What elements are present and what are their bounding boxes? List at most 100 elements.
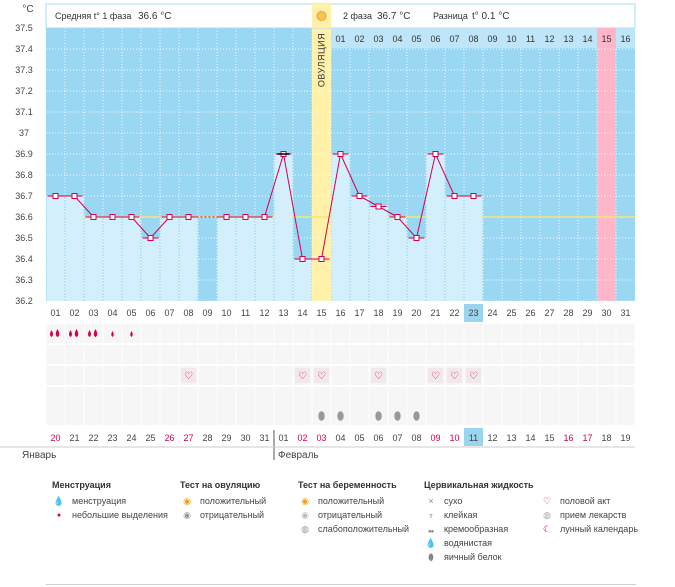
legend-ovulation-item: положительный bbox=[200, 496, 267, 506]
legend-other-item: половой акт bbox=[560, 496, 611, 506]
y-tick-label: 37.3 bbox=[15, 65, 33, 75]
pregnancy-weak-icon: ◍ bbox=[301, 523, 309, 534]
cycle-day-number: 02 bbox=[69, 308, 79, 318]
phase2-value: 36.7 °C bbox=[377, 11, 410, 22]
cycle-day-number: 24 bbox=[487, 308, 497, 318]
temperature-point bbox=[261, 214, 268, 220]
phase2-number-row bbox=[331, 28, 635, 48]
symptom-row bbox=[46, 366, 635, 385]
positive-test-icon: ◉ bbox=[183, 495, 191, 506]
temperature-bar bbox=[445, 196, 464, 301]
temperature-point bbox=[90, 214, 97, 220]
calendar-date: 29 bbox=[221, 433, 231, 443]
cycle-day-number: 09 bbox=[202, 308, 212, 318]
legend-cervical-title: Цервикальная жидкость bbox=[424, 480, 534, 490]
symptom-row bbox=[46, 387, 635, 406]
temperature-bar bbox=[331, 154, 350, 301]
bottom-divider bbox=[46, 584, 636, 585]
cycle-day-number: 03 bbox=[88, 308, 98, 318]
calendar-date: 14 bbox=[525, 433, 535, 443]
legend-ovulation-item: отрицательный bbox=[200, 510, 265, 520]
calendar-date: 07 bbox=[392, 433, 402, 443]
phase2-day-number: 14 bbox=[582, 34, 592, 44]
phase2-day-number: 09 bbox=[487, 34, 497, 44]
heart-icon: ♡ bbox=[184, 371, 193, 382]
highlight-day-band bbox=[597, 28, 616, 301]
symptom-row bbox=[46, 324, 635, 343]
legend-other-item: лунный календарь bbox=[560, 524, 639, 534]
temperature-point bbox=[337, 151, 344, 157]
phase2-day-number: 05 bbox=[411, 34, 421, 44]
cycle-day-number: 16 bbox=[335, 308, 345, 318]
calendar-date: 08 bbox=[411, 433, 421, 443]
legend-pregnancy-test-title: Тест на беременность bbox=[298, 480, 397, 490]
legend-menstruation: Менструация 💧 менструация ● небольшие выде… bbox=[52, 480, 168, 522]
sticky-icon: ⲧ bbox=[429, 509, 433, 520]
phase2-day-number: 02 bbox=[354, 34, 364, 44]
cycle-day-number: 19 bbox=[392, 308, 402, 318]
cycle-day-number: 12 bbox=[259, 308, 269, 318]
small-drop-icon: ● bbox=[56, 511, 62, 519]
cycle-day-number: 04 bbox=[107, 308, 117, 318]
temperature-bar bbox=[407, 238, 426, 301]
temperature-point bbox=[223, 214, 230, 220]
y-tick-label: 36.9 bbox=[15, 149, 33, 159]
calendar-date: 11 bbox=[469, 433, 478, 443]
calendar-date: 20 bbox=[50, 433, 60, 443]
current-day-cell bbox=[464, 304, 483, 322]
y-tick-label: 36.5 bbox=[15, 233, 33, 243]
calendar-date: 28 bbox=[202, 433, 212, 443]
cycle-day-number: 25 bbox=[506, 308, 516, 318]
temperature-bar bbox=[160, 217, 179, 301]
phase2-day-number: 11 bbox=[526, 34, 535, 44]
y-tick-label: 37.5 bbox=[15, 23, 33, 33]
calendar-date: 25 bbox=[145, 433, 155, 443]
phase1-value: 36.6 °C bbox=[138, 11, 171, 22]
y-tick-label: 36.3 bbox=[15, 275, 33, 285]
temperature-bar bbox=[426, 154, 445, 301]
cycle-day-number: 22 bbox=[449, 308, 459, 318]
temperature-point bbox=[166, 214, 173, 220]
menstruation-drop-icon bbox=[55, 329, 60, 337]
y-tick-label: 37.2 bbox=[15, 86, 33, 96]
symptom-row bbox=[46, 345, 635, 364]
cycle-day-number: 31 bbox=[620, 308, 630, 318]
calendar-date: 21 bbox=[69, 433, 79, 443]
calendar-date: 05 bbox=[354, 433, 364, 443]
temperature-line-segment bbox=[435, 153, 455, 197]
temperature-bar bbox=[369, 206, 388, 301]
calendar-date: 10 bbox=[449, 433, 459, 443]
dry-icon: × bbox=[428, 496, 434, 506]
phase2-day-number: 08 bbox=[468, 34, 478, 44]
calendar-date: 23 bbox=[107, 433, 117, 443]
temperature-point bbox=[185, 214, 192, 220]
egg-white-icon bbox=[318, 411, 325, 421]
temperature-line-segment bbox=[74, 195, 94, 218]
calendar-date: 18 bbox=[601, 433, 611, 443]
diff-label: Разница bbox=[433, 11, 468, 21]
calendar-date: 02 bbox=[297, 433, 307, 443]
calendar-date: 22 bbox=[88, 433, 98, 443]
calendar-date: 01 bbox=[278, 433, 288, 443]
intercourse-cell bbox=[428, 368, 443, 383]
legend-pregnancy-item: слабоположительный bbox=[318, 524, 410, 534]
heart-icon: ♡ bbox=[374, 371, 383, 382]
phase2-day-number: 13 bbox=[563, 34, 573, 44]
legend-cervical-item: сухо bbox=[444, 496, 463, 506]
cycle-day-number: 05 bbox=[126, 308, 136, 318]
phase2-day-number: 12 bbox=[544, 34, 554, 44]
temperature-bar bbox=[217, 217, 236, 301]
temperature-line-segment bbox=[359, 195, 379, 207]
calendar-date: 24 bbox=[126, 433, 136, 443]
egg-white-icon bbox=[375, 411, 382, 421]
cycle-day-number: 14 bbox=[297, 308, 307, 318]
temperature-point bbox=[451, 193, 458, 199]
egg-white-icon bbox=[413, 411, 420, 421]
cycle-day-number: 21 bbox=[430, 308, 440, 318]
cycle-day-number: 18 bbox=[373, 308, 383, 318]
cycle-day-number: 13 bbox=[278, 308, 288, 318]
temperature-bar bbox=[464, 196, 483, 301]
legend-other-item: прием лекарств bbox=[560, 510, 627, 520]
y-tick-label: 36.8 bbox=[15, 170, 33, 180]
